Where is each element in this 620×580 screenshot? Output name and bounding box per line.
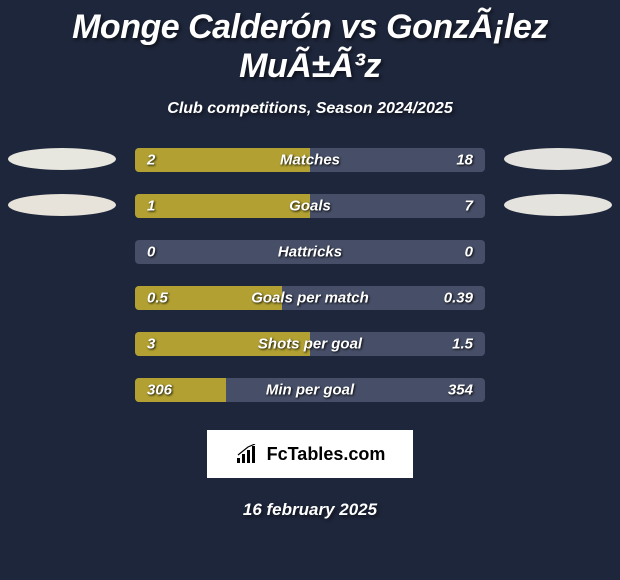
logo-text: FcTables.com: [267, 444, 386, 465]
bar-left: [135, 194, 310, 218]
stat-value-right: 354: [448, 382, 473, 399]
date-label: 16 february 2025: [0, 500, 620, 520]
stat-label: Matches: [280, 152, 340, 169]
chart-area: 2 18 Matches 1 7 Goals 0 0 Hattricks 0.5 0.39 Goals…: [0, 148, 620, 402]
stat-value-right: 0: [465, 244, 473, 261]
right-player-ellipse-2: [504, 194, 612, 216]
left-player-ellipse-1: [8, 148, 116, 170]
stat-row: 1 7 Goals: [135, 194, 485, 218]
stat-value-right: 18: [456, 152, 473, 169]
stat-value-left: 306: [147, 382, 172, 399]
stat-value-left: 3: [147, 336, 155, 353]
stat-label: Shots per goal: [258, 336, 362, 353]
stat-label: Min per goal: [266, 382, 354, 399]
stat-value-right: 0.39: [444, 290, 473, 307]
right-player-col: [503, 148, 613, 240]
stat-row: 3 1.5 Shots per goal: [135, 332, 485, 356]
stat-row: 0 0 Hattricks: [135, 240, 485, 264]
stat-row: 306 354 Min per goal: [135, 378, 485, 402]
stat-row: 2 18 Matches: [135, 148, 485, 172]
stats-column: 2 18 Matches 1 7 Goals 0 0 Hattricks 0.5 0.39 Goals…: [135, 148, 485, 402]
comparison-subtitle: Club competitions, Season 2024/2025: [0, 100, 620, 118]
right-player-ellipse-1: [504, 148, 612, 170]
stat-value-right: 1.5: [452, 336, 473, 353]
stat-label: Goals: [289, 198, 331, 215]
stat-value-left: 0: [147, 244, 155, 261]
left-player-col: [7, 148, 117, 240]
stat-row: 0.5 0.39 Goals per match: [135, 286, 485, 310]
stat-value-left: 2: [147, 152, 155, 169]
chart-icon: [235, 444, 261, 464]
stat-label: Hattricks: [278, 244, 342, 261]
stat-value-right: 7: [465, 198, 473, 215]
stat-label: Goals per match: [251, 290, 369, 307]
stat-value-left: 0.5: [147, 290, 168, 307]
site-logo: FcTables.com: [207, 430, 413, 478]
left-player-ellipse-2: [8, 194, 116, 216]
comparison-title: Monge Calderón vs GonzÃ¡lez MuÃ±Ã³z: [0, 8, 620, 86]
stat-value-left: 1: [147, 198, 155, 215]
